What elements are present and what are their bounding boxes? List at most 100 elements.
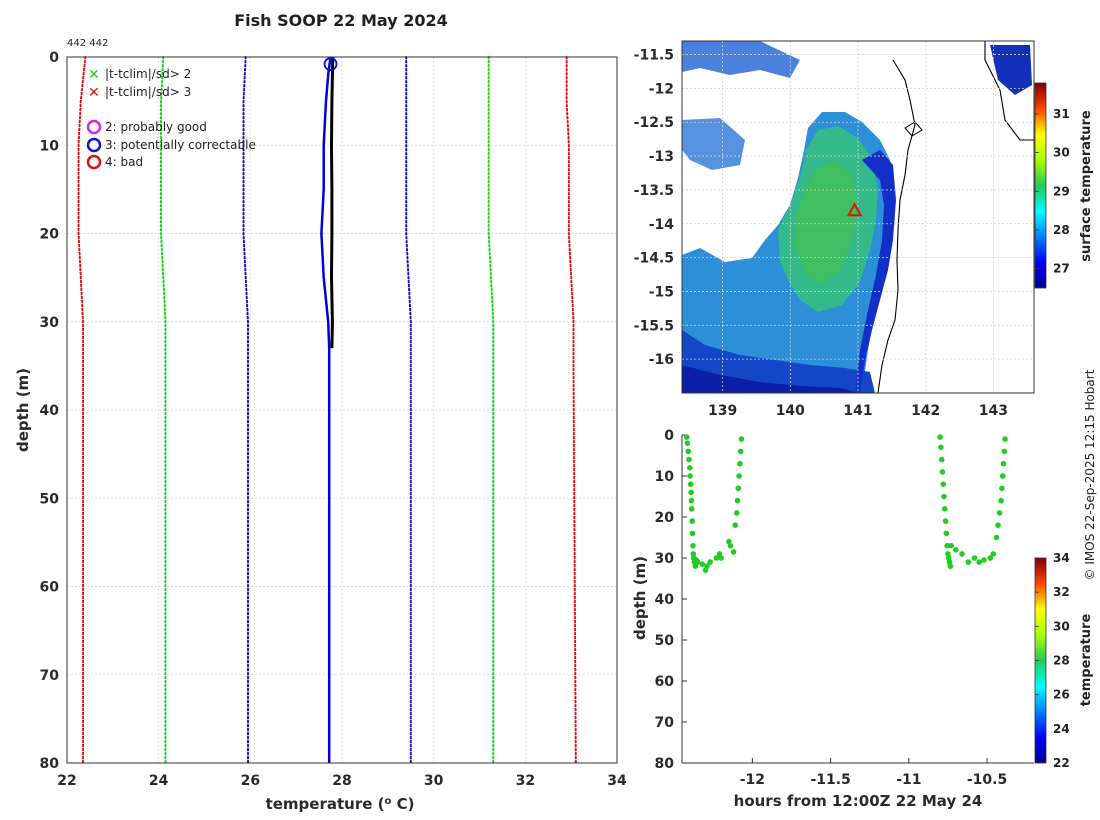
data-point — [704, 563, 710, 569]
x-tick-label: -11 — [896, 772, 921, 788]
data-point — [694, 559, 701, 565]
x-tick-label: -11.5 — [810, 772, 850, 788]
y-tick-label: 10 — [655, 469, 675, 485]
series-line — [160, 56, 167, 764]
legend-label: 3: potentially correctable — [105, 138, 256, 152]
map-colorbar-ticks: 27 28 29 30 31 — [1035, 107, 1070, 276]
data-point — [943, 530, 950, 537]
data-point — [996, 510, 1003, 516]
x-tick-label: 28 — [332, 773, 351, 789]
colorbar-tick-label: 27 — [1053, 262, 1070, 276]
profile-series — [77, 56, 577, 764]
legend-item-sd3: ✕ |t-tclim|/sd> 3 — [88, 85, 191, 101]
data-point — [937, 434, 943, 440]
x-tick-label: 32 — [516, 773, 535, 789]
section-ticks: -12 -11.5 -11 -10.5 0 10 20 30 40 50 60 70 80 — [655, 428, 1008, 788]
x-marker-green-icon: ✕ — [88, 67, 100, 83]
series-line — [565, 56, 577, 764]
circle-marker-blue-icon — [86, 137, 102, 153]
data-point — [690, 542, 696, 549]
colorbar-tick-label: 28 — [1053, 654, 1070, 668]
colorbar-tick-label: 31 — [1053, 107, 1070, 121]
legend-label: 4: bad — [105, 155, 143, 169]
data-point — [999, 485, 1005, 492]
data-point — [689, 530, 696, 537]
sst-field-west — [682, 118, 745, 170]
sst-heatmap — [682, 41, 1034, 393]
data-point — [688, 506, 695, 512]
legend-item-flag2: 2: probably good — [86, 119, 207, 135]
y-tick-label: 0 — [49, 50, 59, 66]
data-point — [718, 555, 724, 561]
data-point — [688, 497, 695, 504]
data-point — [959, 551, 965, 557]
lat-tick-label: -11.5 — [634, 48, 674, 64]
sst-field-warm — [795, 160, 858, 285]
colorbar-tick-label: 32 — [1053, 585, 1070, 599]
data-point — [999, 473, 1006, 479]
data-point — [993, 534, 1000, 541]
y-tick-label: 70 — [655, 715, 675, 731]
figure-title: Fish SOOP 22 May 2024 — [234, 11, 448, 30]
sst-field-ne — [990, 45, 1032, 95]
colorbar-tick-label: 22 — [1053, 756, 1070, 770]
y-tick-label: 40 — [655, 592, 675, 608]
data-point — [965, 559, 972, 565]
colorbar-tick-label: 24 — [1053, 722, 1070, 736]
y-tick-label: 30 — [40, 315, 60, 331]
data-point — [1002, 436, 1008, 442]
legend-item-sd2: ✕ |t-tclim|/sd> 2 — [88, 67, 191, 83]
x-tick-label: -10.5 — [967, 772, 1007, 788]
data-point — [1001, 448, 1008, 455]
map-colorbar-gradient — [1034, 82, 1047, 289]
data-point — [940, 481, 947, 488]
series-line — [242, 56, 249, 764]
data-point — [942, 518, 949, 524]
data-point — [938, 444, 944, 451]
y-tick-label: 20 — [40, 227, 60, 243]
data-point — [727, 542, 734, 549]
series-line — [329, 56, 335, 349]
legend: ✕ |t-tclim|/sd> 2 ✕ |t-tclim|/sd> 3 2: p… — [86, 67, 256, 170]
credit-text: © IMOS 22-Sep-2025 12:15 Hobart — [1083, 369, 1097, 580]
legend-label: |t-tclim|/sd> 3 — [105, 85, 191, 99]
section-colorbar-label: temperature — [1079, 614, 1094, 707]
y-tick-label: 50 — [40, 491, 60, 507]
data-point — [987, 555, 993, 561]
data-point — [944, 542, 950, 549]
data-point — [737, 460, 743, 467]
data-point — [948, 542, 954, 549]
lat-tick-label: -13 — [649, 149, 674, 165]
x-tick-label: 26 — [241, 773, 260, 789]
colorbar-tick-label: 34 — [1053, 551, 1070, 565]
x-tick-label: 22 — [57, 773, 76, 789]
map-colorbar: 27 28 29 30 31 surface temperature — [1034, 82, 1094, 289]
legend-label: |t-tclim|/sd> 2 — [105, 67, 191, 81]
legend-label: 2: probably good — [105, 120, 207, 134]
section-grid — [681, 434, 1034, 764]
section-ylabel: depth (m) — [631, 556, 649, 640]
sst-field-coldest — [682, 365, 860, 393]
data-point — [713, 555, 720, 561]
data-point — [998, 497, 1004, 504]
data-point — [995, 522, 1001, 528]
data-point — [684, 440, 691, 447]
cast-ids: 442 442 — [67, 38, 108, 49]
lon-tick-label: 140 — [776, 403, 805, 419]
map-grid — [682, 41, 1034, 393]
data-point — [683, 434, 690, 440]
data-point — [730, 549, 737, 555]
colorbar-tick-label: 28 — [1053, 223, 1070, 237]
profile-frame — [66, 56, 618, 764]
lat-tick-label: -15 — [649, 284, 674, 300]
sst-field-coastal-cold — [855, 150, 896, 393]
data-point — [736, 473, 742, 479]
section-points — [683, 434, 1008, 574]
lon-tick-label: 139 — [708, 403, 737, 419]
colorbar-tick-label: 30 — [1053, 619, 1070, 633]
land-mass — [878, 41, 1034, 393]
data-point — [942, 506, 948, 512]
profile-ylabel: depth (m) — [14, 368, 32, 452]
colorbar-tick-label: 29 — [1053, 184, 1070, 198]
x-tick-label: 24 — [149, 773, 169, 789]
